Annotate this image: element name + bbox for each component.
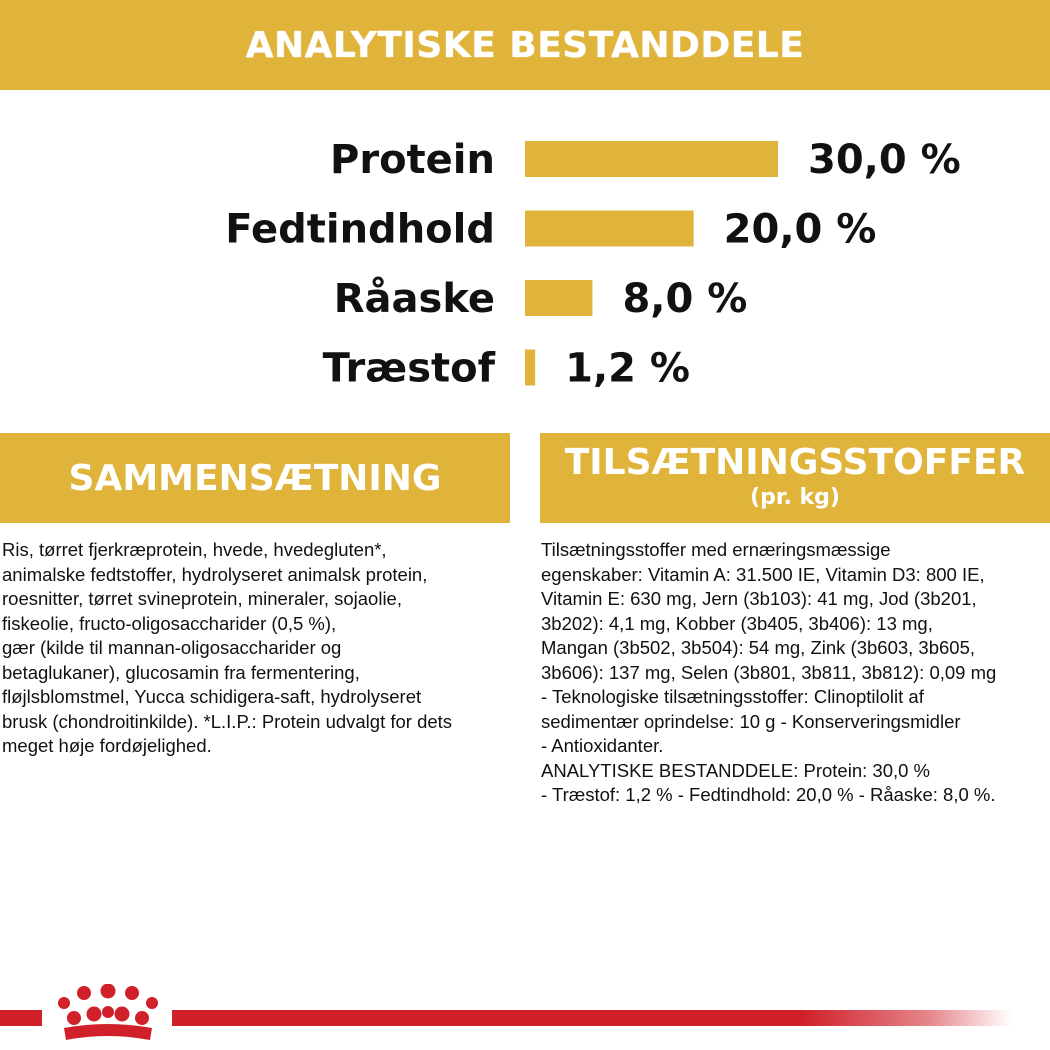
additives-text: Tilsætningsstoffer med ernæringsmæssige … bbox=[541, 539, 997, 805]
bar-value-label: 20,0 % bbox=[724, 207, 877, 253]
nutrient-bar-chart: Protein 30,0 % Fedtindhold 20,0 % Råaske 8,0 … bbox=[225, 137, 961, 392]
bar-value-label: 30,0 % bbox=[808, 137, 961, 183]
bar-category-label: Protein bbox=[330, 137, 495, 183]
bar bbox=[525, 210, 694, 247]
bar-category-label: Fedtindhold bbox=[225, 207, 495, 253]
composition-title: SAMMENSÆTNING bbox=[68, 458, 442, 499]
bar bbox=[525, 141, 778, 177]
composition-text: Ris, tørret fjerkræprotein, hvede, hvede… bbox=[2, 539, 453, 756]
bar bbox=[525, 280, 593, 316]
crown-icon bbox=[58, 984, 158, 1040]
bar-category-label: Råaske bbox=[334, 275, 495, 322]
additives-subtitle: (pr. kg) bbox=[750, 485, 840, 510]
header-band bbox=[0, 0, 1050, 90]
brand-stripe-right bbox=[172, 1010, 1012, 1026]
page-title: ANALYTISKE BESTANDDELE bbox=[245, 25, 805, 66]
composition-header: SAMMENSÆTNING bbox=[0, 433, 510, 523]
bar-category-label: Træstof bbox=[323, 346, 496, 392]
bar bbox=[525, 349, 536, 386]
bar-value-label: 8,0 % bbox=[622, 276, 747, 322]
brand-stripe-left bbox=[0, 1010, 42, 1026]
additives-header: TILSÆTNINGSSTOFFER (pr. kg) bbox=[540, 433, 1050, 523]
bar-value-label: 1,2 % bbox=[565, 346, 690, 392]
additives-title: TILSÆTNINGSSTOFFER bbox=[564, 442, 1026, 483]
